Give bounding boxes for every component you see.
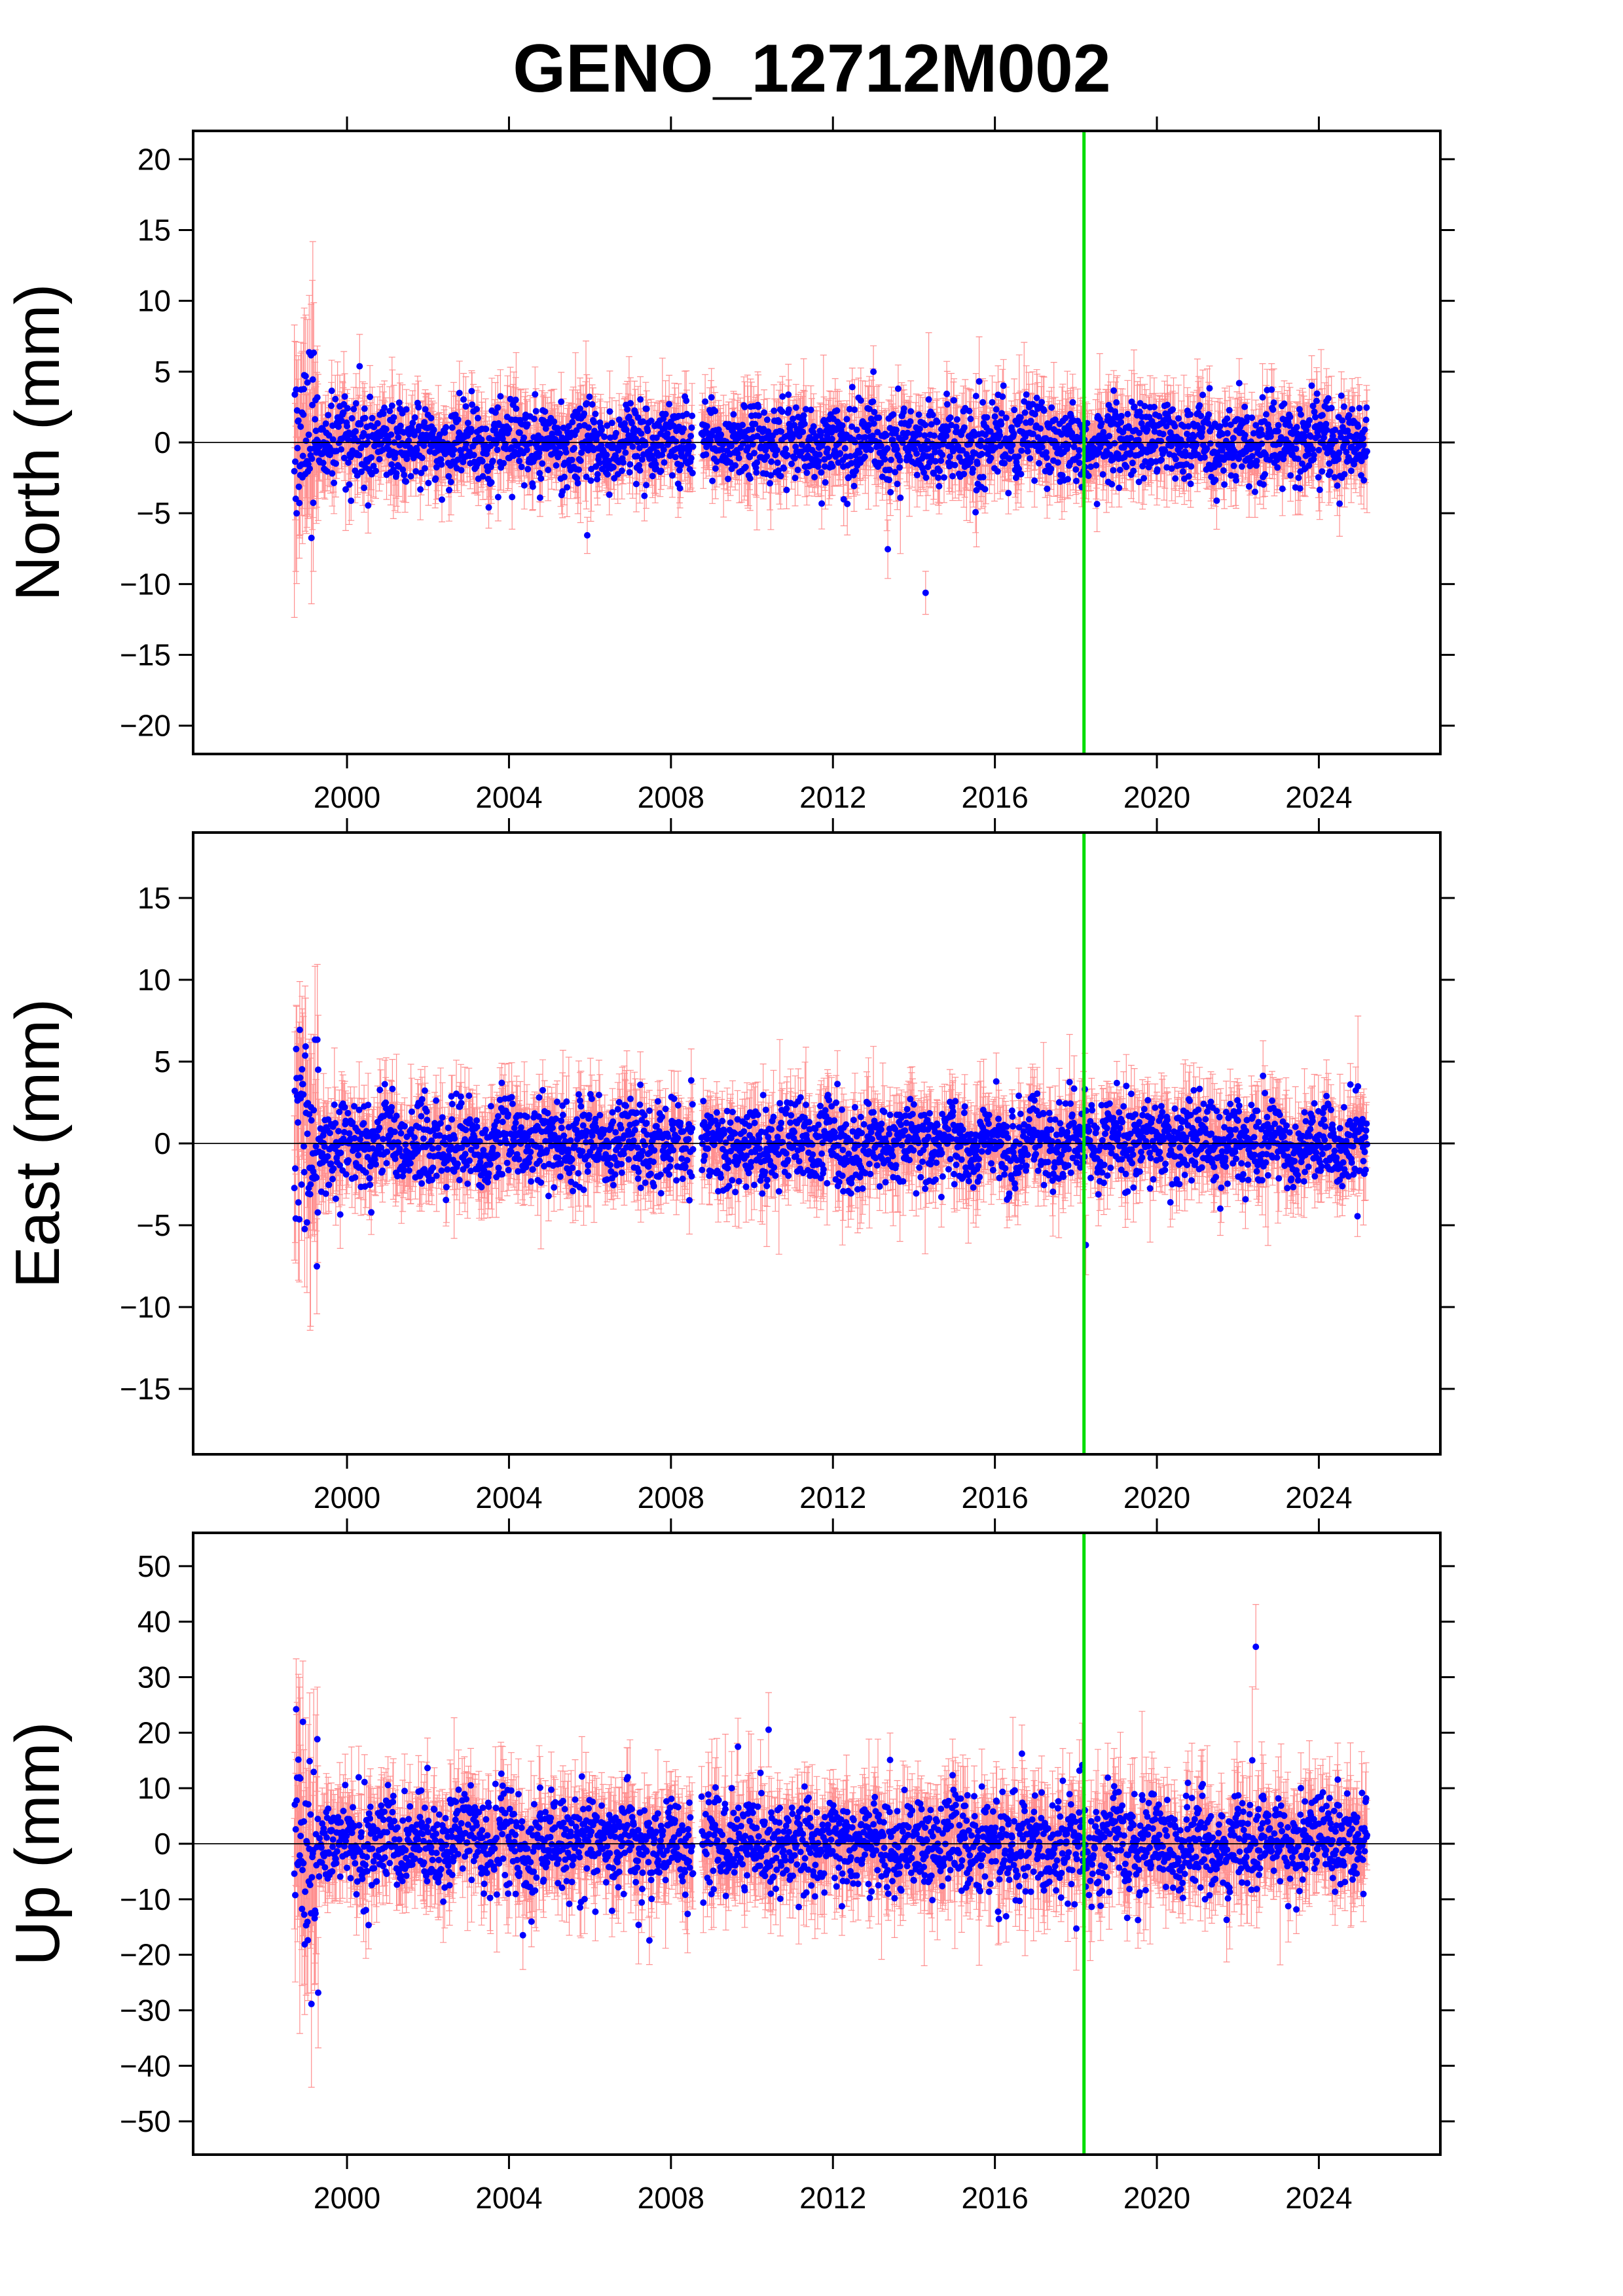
east-y-tick-label: −5 — [137, 1208, 171, 1242]
up-y-tick-label: 50 — [137, 1549, 171, 1583]
up-points — [291, 1643, 1371, 2007]
north-y-axis-label: North (mm) — [3, 283, 73, 601]
east-y-tick-label: −10 — [120, 1290, 171, 1324]
east-y-tick-label: 15 — [137, 881, 171, 915]
east-x-tick-label: 2000 — [314, 1480, 380, 1515]
east-point-path — [291, 1026, 1371, 1270]
north-x-tick-label: 2000 — [314, 780, 380, 814]
up-y-tick-label: 40 — [137, 1605, 171, 1639]
up-point-path — [291, 1643, 1371, 2007]
panel-up: −50 −40 −30 −20 −10 0 10 20 30 40 50 2000 2004 2008 20… — [3, 1518, 1455, 2215]
up-x-tick-label: 2016 — [961, 2181, 1028, 2215]
north-y-tick-label: −20 — [120, 709, 171, 743]
east-y-tick-label: 5 — [154, 1045, 171, 1079]
up-y-tick-label: 10 — [137, 1771, 171, 1805]
east-points — [291, 1026, 1371, 1270]
east-x-tick-label: 2024 — [1285, 1480, 1352, 1515]
up-y-tick-label: −50 — [120, 2104, 171, 2138]
up-y-tick-label: −40 — [120, 2049, 171, 2083]
north-y-tick-label: −15 — [120, 638, 171, 672]
up-y-axis-label: Up (mm) — [3, 1721, 73, 1965]
up-y-tick-label: 0 — [154, 1827, 171, 1861]
east-y-tick-label: 10 — [137, 963, 171, 997]
east-y-tick-label: −15 — [120, 1372, 171, 1406]
up-y-tick-label: 20 — [137, 1715, 171, 1749]
east-y-tick-label: 0 — [154, 1126, 171, 1160]
up-x-tick-label: 2020 — [1123, 2181, 1190, 2215]
east-x-tick-label: 2020 — [1123, 1480, 1190, 1515]
north-x-tick-label: 2004 — [475, 780, 542, 814]
north-x-tick-label: 2016 — [961, 780, 1028, 814]
up-y-tick-label: 30 — [137, 1660, 171, 1695]
up-y-tick-label: −30 — [120, 1993, 171, 2027]
up-x-tick-label: 2004 — [475, 2181, 542, 2215]
north-x-tick-label: 2020 — [1123, 780, 1190, 814]
up-y-tick-label: −10 — [120, 1882, 171, 1916]
north-points — [291, 349, 1371, 596]
north-y-tick-label: 10 — [137, 284, 171, 318]
north-y-tick-label: 5 — [154, 355, 171, 389]
panel-east: −15 −10 −5 0 5 10 15 2000 2004 2008 2012 2016 2020 20… — [3, 818, 1455, 1515]
north-y-tick-label: −10 — [120, 567, 171, 601]
panel-north: −20 −15 −10 −5 0 5 10 15 20 2000 2004 2008 2012 2016 2… — [3, 117, 1455, 814]
east-y-axis-label: East (mm) — [3, 999, 73, 1289]
north-x-tick-label: 2024 — [1285, 780, 1352, 814]
east-x-tick-label: 2008 — [638, 1480, 704, 1515]
north-y-tick-label: 20 — [137, 142, 171, 176]
north-x-tick-label: 2008 — [638, 780, 704, 814]
up-x-tick-label: 2024 — [1285, 2181, 1352, 2215]
up-x-tick-label: 2008 — [638, 2181, 704, 2215]
chart-title: GENO_12712M002 — [513, 31, 1110, 107]
up-x-tick-label: 2000 — [314, 2181, 380, 2215]
north-y-tick-label: −5 — [137, 496, 171, 530]
north-y-tick-label: 0 — [154, 425, 171, 459]
north-point-path — [291, 349, 1371, 596]
north-x-tick-label: 2012 — [799, 780, 866, 814]
up-x-tick-label: 2012 — [799, 2181, 866, 2215]
east-x-tick-label: 2016 — [961, 1480, 1028, 1515]
east-x-tick-label: 2012 — [799, 1480, 866, 1515]
east-x-tick-label: 2004 — [475, 1480, 542, 1515]
north-y-tick-label: 15 — [137, 213, 171, 247]
up-y-tick-label: −20 — [120, 1938, 171, 1972]
